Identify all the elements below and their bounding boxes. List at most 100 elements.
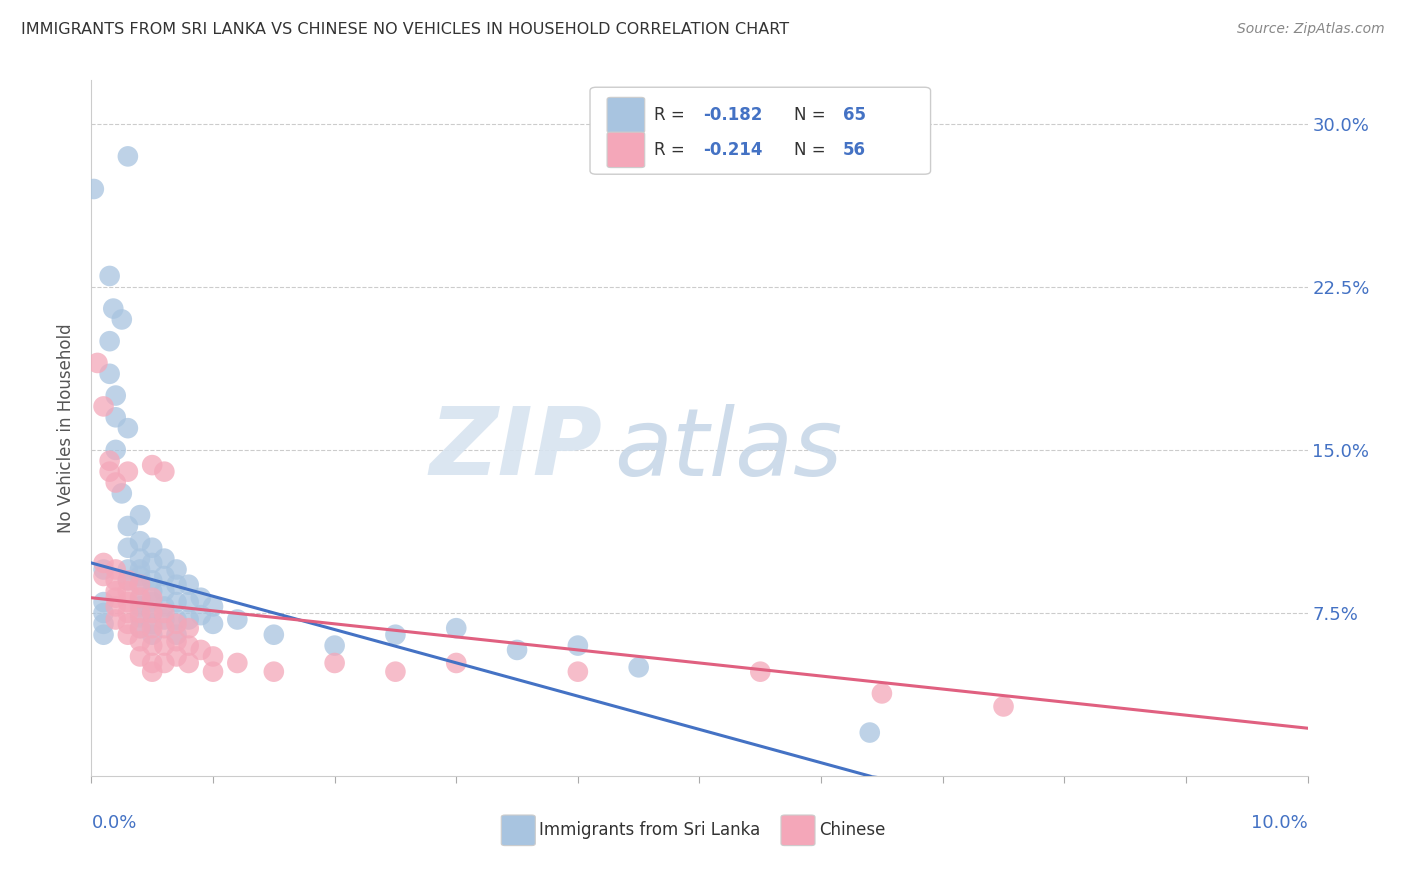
Point (177, 595, 200, 609)
Point (117, 465, 139, 479)
Point (103, 301, 125, 316)
Point (141, 541, 163, 555)
Point (111, 312, 134, 326)
Point (117, 595, 139, 609)
Point (190, 608, 212, 623)
Point (117, 584, 139, 599)
Text: Chinese: Chinese (818, 822, 884, 839)
Point (104, 574, 127, 588)
Point (166, 649, 188, 664)
Y-axis label: No Vehicles in Household: No Vehicles in Household (58, 323, 76, 533)
Point (129, 534, 152, 549)
Text: 65: 65 (844, 106, 866, 124)
Point (190, 591, 212, 605)
Point (141, 595, 163, 609)
Point (129, 591, 152, 605)
Point (153, 465, 176, 479)
Point (129, 591, 152, 605)
Point (177, 578, 200, 592)
Point (153, 551, 176, 566)
Point (567, 639, 589, 653)
Point (141, 621, 163, 635)
Point (263, 665, 285, 679)
Point (141, 574, 163, 588)
Point (117, 541, 139, 555)
Point (129, 578, 152, 592)
Point (202, 649, 225, 664)
Text: R =: R = (654, 106, 690, 124)
Point (202, 599, 225, 614)
Point (384, 665, 406, 679)
Point (117, 574, 139, 588)
Point (129, 606, 152, 620)
Point (141, 591, 163, 605)
Point (117, 149, 139, 163)
Point (111, 486, 134, 500)
Point (190, 643, 212, 657)
Point (117, 421, 139, 435)
Point (153, 613, 176, 627)
Point (129, 634, 152, 648)
Point (226, 613, 249, 627)
Point (177, 656, 200, 670)
Point (129, 621, 152, 635)
Point (166, 578, 188, 592)
Text: -0.214: -0.214 (703, 141, 762, 159)
Point (129, 551, 152, 566)
Point (129, 599, 152, 614)
Text: 10.0%: 10.0% (1251, 814, 1308, 832)
Point (323, 656, 346, 670)
Point (117, 519, 139, 533)
Point (141, 639, 163, 653)
Point (993, 699, 1015, 714)
Point (153, 639, 176, 653)
Point (141, 665, 163, 679)
Text: R =: R = (654, 141, 690, 159)
Text: 0.0%: 0.0% (91, 814, 136, 832)
Point (104, 613, 127, 627)
Point (384, 628, 406, 642)
Point (129, 578, 152, 592)
Point (93, 606, 115, 620)
Point (202, 616, 225, 631)
FancyBboxPatch shape (607, 132, 645, 168)
Point (93, 556, 115, 570)
Point (627, 660, 650, 674)
Point (104, 475, 127, 490)
Point (129, 562, 152, 576)
Point (166, 634, 188, 648)
Point (166, 628, 188, 642)
Point (177, 613, 200, 627)
Point (104, 562, 127, 576)
Point (98, 465, 121, 479)
Point (166, 616, 188, 631)
Point (104, 388, 127, 402)
Point (153, 606, 176, 620)
Point (141, 628, 163, 642)
Point (104, 591, 127, 605)
Point (323, 639, 346, 653)
Point (141, 606, 163, 620)
Point (141, 556, 163, 570)
Text: atlas: atlas (614, 403, 842, 494)
Point (104, 599, 127, 614)
Point (93, 595, 115, 609)
Point (567, 665, 589, 679)
Point (749, 665, 772, 679)
Point (86, 356, 108, 370)
Point (104, 442, 127, 457)
FancyBboxPatch shape (502, 815, 536, 846)
Point (117, 562, 139, 576)
Point (226, 656, 249, 670)
Point (129, 621, 152, 635)
Point (153, 599, 176, 614)
Point (870, 686, 893, 700)
Point (117, 628, 139, 642)
Point (859, 725, 882, 739)
Point (263, 628, 285, 642)
Point (117, 616, 139, 631)
Text: Source: ZipAtlas.com: Source: ZipAtlas.com (1237, 22, 1385, 37)
Point (177, 639, 200, 653)
Text: ZIP: ZIP (429, 403, 602, 495)
Point (129, 508, 152, 523)
